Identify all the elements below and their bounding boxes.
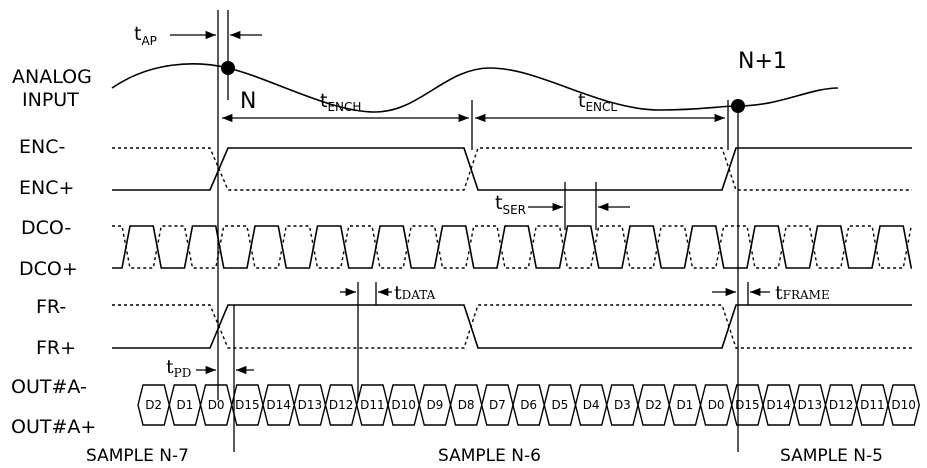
- tdata-label: tDATA: [394, 282, 436, 304]
- analog-input-label-line2: INPUT: [22, 89, 79, 111]
- data-cell-label: D10: [891, 398, 916, 412]
- data-cell-label: D5: [551, 398, 568, 412]
- fr-minus-label: FR-: [36, 296, 66, 318]
- out-a-plus-label: OUT#A+: [11, 416, 96, 438]
- data-cell-label: D1: [176, 398, 193, 412]
- data-cell-label: D2: [645, 398, 662, 412]
- data-cell-label: D13: [298, 398, 323, 412]
- data-cell-shape: [887, 384, 920, 426]
- data-cell-label: D6: [520, 398, 537, 412]
- analog-input-waveform: [111, 63, 839, 113]
- fr-plus-waveform: [112, 304, 912, 349]
- enc-minus-label: ENC-: [19, 136, 65, 158]
- data-cell-label: D15: [735, 398, 760, 412]
- dco-minus-label: DCO-: [21, 217, 71, 239]
- dco-waveforms: [112, 225, 913, 269]
- data-cell-label: D13: [798, 398, 823, 412]
- data-cell-label: D0: [708, 398, 725, 412]
- tencl-label: tENCL: [578, 90, 617, 114]
- out-a-minus-label: OUT#A-: [11, 376, 87, 398]
- data-cell-label: D12: [829, 398, 854, 412]
- out-a-data-stream: D2 D1 D0 D15 D14 D13 D12 D11 D10 D9 D8 D7 D6 D5 D4 D3 D2…: [137, 384, 920, 426]
- data-cell-label: D1: [676, 398, 693, 412]
- data-cell-label: D2: [145, 398, 162, 412]
- data-cell-label: D11: [360, 398, 385, 412]
- sample-n6-label: SAMPLE N-6: [438, 446, 541, 466]
- data-cell-label: D9: [426, 398, 443, 412]
- data-cell-label: D12: [329, 398, 354, 412]
- data-cell-label: D11: [860, 398, 885, 412]
- dco-plus-waveform: [112, 225, 913, 269]
- sample-n7-label: SAMPLE N-7: [86, 446, 189, 466]
- marker-n: N: [240, 89, 256, 114]
- data-cell-label: D14: [766, 398, 791, 412]
- dco-plus-label: DCO+: [19, 258, 78, 280]
- data-cell-label: D8: [458, 398, 475, 412]
- fr-plus-label: FR+: [36, 337, 76, 359]
- dco-minus-waveform: [112, 225, 912, 269]
- data-cell-label: D15: [235, 398, 260, 412]
- data-cell-label: D7: [489, 398, 506, 412]
- marker-n-plus-1: N+1: [738, 49, 787, 74]
- enc-minus-waveform: [112, 147, 912, 191]
- sample-n5-label: SAMPLE N-5: [780, 446, 883, 466]
- tench-label: tENCH: [320, 90, 361, 114]
- data-cell-label: D3: [614, 398, 631, 412]
- data-cell-label: D0: [208, 398, 225, 412]
- analog-input-label-line1: ANALOG: [12, 66, 92, 88]
- tap-label: tAP: [134, 23, 157, 48]
- tpd-label: tPD: [166, 356, 191, 380]
- data-cell-label: D4: [583, 398, 600, 412]
- fr-minus-waveform: [112, 304, 912, 349]
- data-cell-label: D10: [391, 398, 416, 412]
- tframe-label: tFRAME: [775, 282, 830, 304]
- enc-plus-waveform: [112, 147, 912, 191]
- tser-label: tSER: [495, 192, 526, 217]
- data-cell-label: D14: [266, 398, 291, 412]
- enc-plus-label: ENC+: [19, 177, 74, 199]
